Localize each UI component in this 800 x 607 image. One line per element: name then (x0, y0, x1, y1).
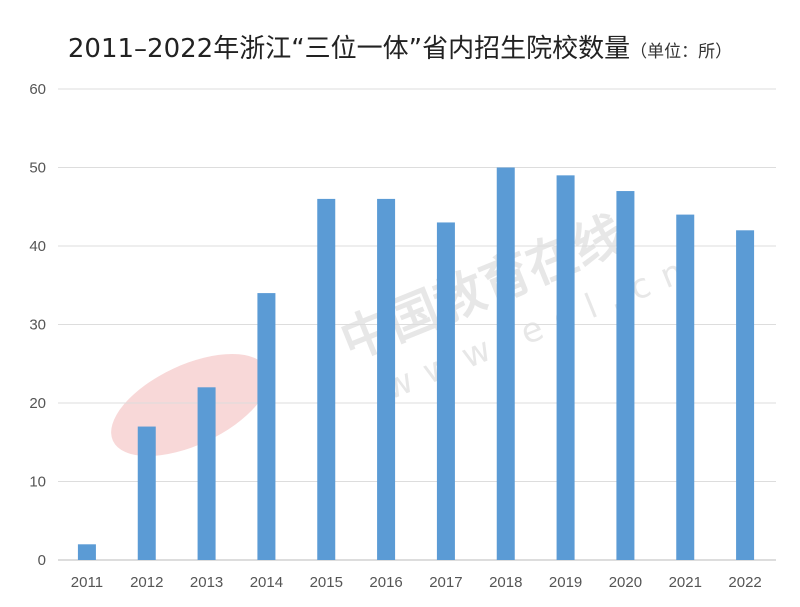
x-tick-label: 2019 (549, 574, 582, 591)
chart-title: 2011–2022年浙江“三位一体”省内招生院校数量（单位：所） (0, 28, 800, 65)
bar-2019 (556, 175, 575, 560)
bar-2013 (197, 387, 216, 560)
bar-2015 (317, 198, 336, 560)
x-tick-label: 2012 (130, 574, 163, 591)
x-tick-label: 2020 (609, 574, 642, 591)
y-tick-label: 30 (29, 317, 46, 334)
bar-2022 (736, 230, 755, 561)
eol-logo-icon (111, 353, 269, 457)
bar-2018 (496, 167, 515, 560)
bar-2016 (377, 198, 396, 560)
bar-2021 (676, 214, 695, 560)
x-tick-label: 2013 (190, 574, 223, 591)
y-tick-label: 50 (29, 160, 46, 177)
bar-2011 (77, 544, 96, 560)
chart-unit: （单位：所） (630, 42, 733, 62)
x-tick-label: 2018 (489, 574, 522, 591)
x-tick-label: 2021 (669, 574, 702, 591)
y-tick-label: 10 (29, 474, 46, 491)
y-tick-label: 40 (29, 238, 46, 255)
bar-2017 (436, 222, 455, 560)
y-tick-label: 0 (38, 552, 46, 569)
x-tick-label: 2015 (310, 574, 343, 591)
bar-2020 (616, 191, 635, 561)
y-tick-label: 20 (29, 395, 46, 412)
x-tick-label: 2017 (429, 574, 462, 591)
y-tick-label: 60 (29, 81, 46, 98)
chart-title-text: 2011–2022年浙江“三位一体”省内招生院校数量 (67, 34, 631, 64)
x-tick-label: 2022 (728, 574, 761, 591)
x-tick-label: 2016 (369, 574, 402, 591)
bar-2014 (257, 293, 276, 560)
x-tick-label: 2014 (250, 574, 283, 591)
bar-2012 (137, 426, 156, 560)
x-tick-label: 2011 (71, 574, 103, 591)
